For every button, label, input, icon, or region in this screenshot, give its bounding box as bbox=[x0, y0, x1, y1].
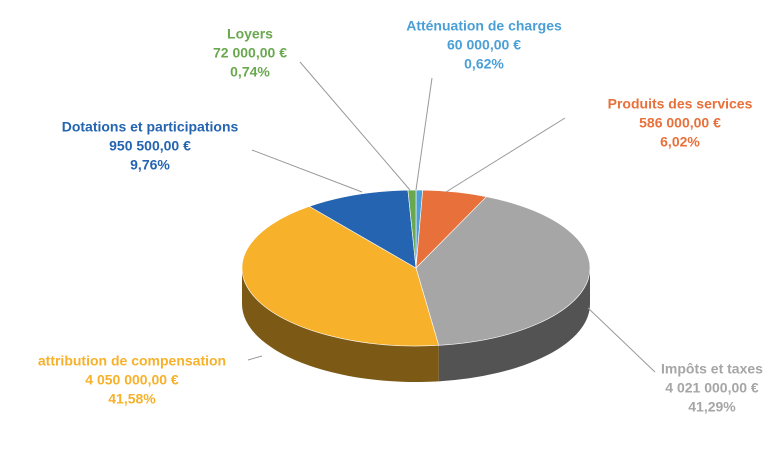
slice-amount: 72 000,00 € bbox=[213, 45, 287, 61]
slice-name: Impôts et taxes bbox=[661, 361, 763, 377]
slice-percent: 6,02% bbox=[660, 134, 700, 150]
slice-amount: 950 500,00 € bbox=[109, 138, 191, 154]
slice-amount: 4 021 000,00 € bbox=[665, 380, 759, 396]
leader-line bbox=[299, 61, 411, 191]
slice-name: Loyers bbox=[227, 26, 273, 42]
leader-line bbox=[415, 77, 433, 191]
slice-percent: 41,58% bbox=[108, 391, 156, 407]
leader-line bbox=[587, 307, 656, 373]
pie-side bbox=[438, 268, 590, 382]
pie-slice bbox=[308, 189, 417, 269]
pie-side bbox=[242, 268, 439, 382]
leader-line bbox=[445, 117, 566, 193]
slice-name: attribution de compensation bbox=[38, 353, 226, 369]
leader-line bbox=[251, 149, 363, 193]
pie-slice bbox=[407, 189, 417, 269]
slice-name: Atténuation de charges bbox=[406, 18, 562, 34]
slice-amount: 586 000,00 € bbox=[639, 115, 721, 131]
leader-line bbox=[247, 355, 263, 361]
slice-name: Dotations et participations bbox=[62, 119, 239, 135]
slice-percent: 0,62% bbox=[464, 56, 504, 72]
slice-percent: 41,29% bbox=[688, 399, 736, 415]
slice-percent: 0,74% bbox=[230, 64, 270, 80]
pie-slice bbox=[241, 206, 440, 347]
slice-percent: 9,76% bbox=[130, 157, 170, 173]
pie-slice bbox=[415, 196, 591, 346]
slice-amount: 4 050 000,00 € bbox=[85, 372, 179, 388]
slice-name: Produits des services bbox=[608, 96, 753, 112]
slice-amount: 60 000,00 € bbox=[447, 37, 521, 53]
